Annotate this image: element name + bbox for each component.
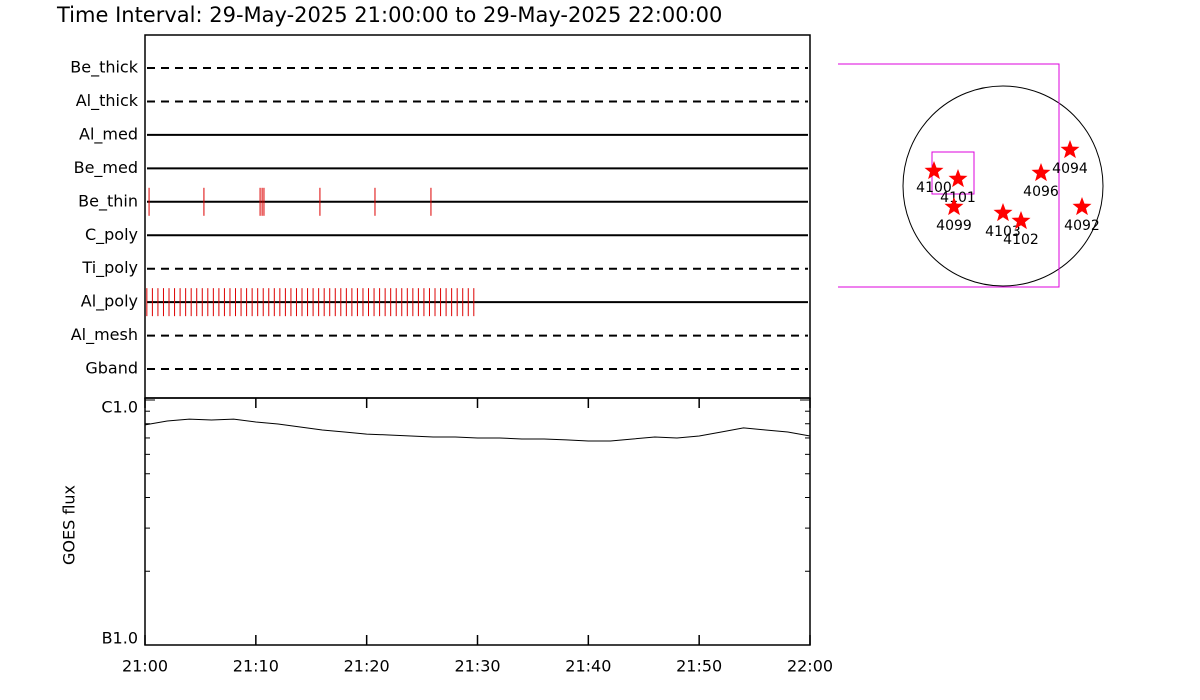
row-label: Be_thin [78, 191, 138, 211]
y-tick-label: C1.0 [101, 398, 138, 417]
x-tick-label: 21:00 [122, 657, 168, 676]
region-label: 4102 [1003, 232, 1039, 248]
region-label: 4094 [1052, 161, 1088, 177]
x-tick-label: 21:10 [233, 657, 279, 676]
fov-box [838, 63, 1060, 288]
region-star [993, 203, 1013, 222]
region-star [1011, 211, 1031, 230]
region-star [1031, 163, 1051, 182]
goes-curve [144, 418, 811, 442]
row-label: Be_thick [70, 58, 138, 78]
region-label: 4096 [1023, 184, 1059, 200]
row-label: C_poly [85, 225, 138, 245]
x-tick-label: 21:50 [676, 657, 722, 676]
y-axis-label: GOES flux [60, 485, 79, 565]
row-label: Ti_poly [81, 258, 138, 278]
x-tick-label: 21:20 [344, 657, 390, 676]
row-label: Al_mesh [71, 325, 138, 345]
row-label: Gband [85, 359, 138, 378]
region-star [924, 161, 944, 180]
region-star [1072, 197, 1092, 216]
region-star [1060, 140, 1080, 159]
region-label: 4100 [916, 180, 952, 196]
x-tick-label: 21:30 [454, 657, 500, 676]
row-label: Be_med [74, 158, 138, 178]
region-label: 4103 [985, 224, 1021, 240]
x-tick-label: 22:00 [787, 657, 833, 676]
region-star [944, 197, 964, 216]
region-label: 4099 [936, 218, 972, 234]
page-title: Time Interval: 29-May-2025 21:00:00 to 2… [56, 3, 722, 27]
x-tick-label: 21:40 [565, 657, 611, 676]
region-label: 4101 [940, 190, 976, 206]
region-label: 4092 [1064, 218, 1100, 234]
y-tick-label: B1.0 [102, 629, 138, 648]
row-label: Al_thick [76, 91, 139, 111]
row-label: Al_poly [81, 292, 138, 312]
region-star [948, 169, 968, 188]
sun-disk [902, 85, 1104, 287]
row-label: Al_med [79, 124, 138, 144]
